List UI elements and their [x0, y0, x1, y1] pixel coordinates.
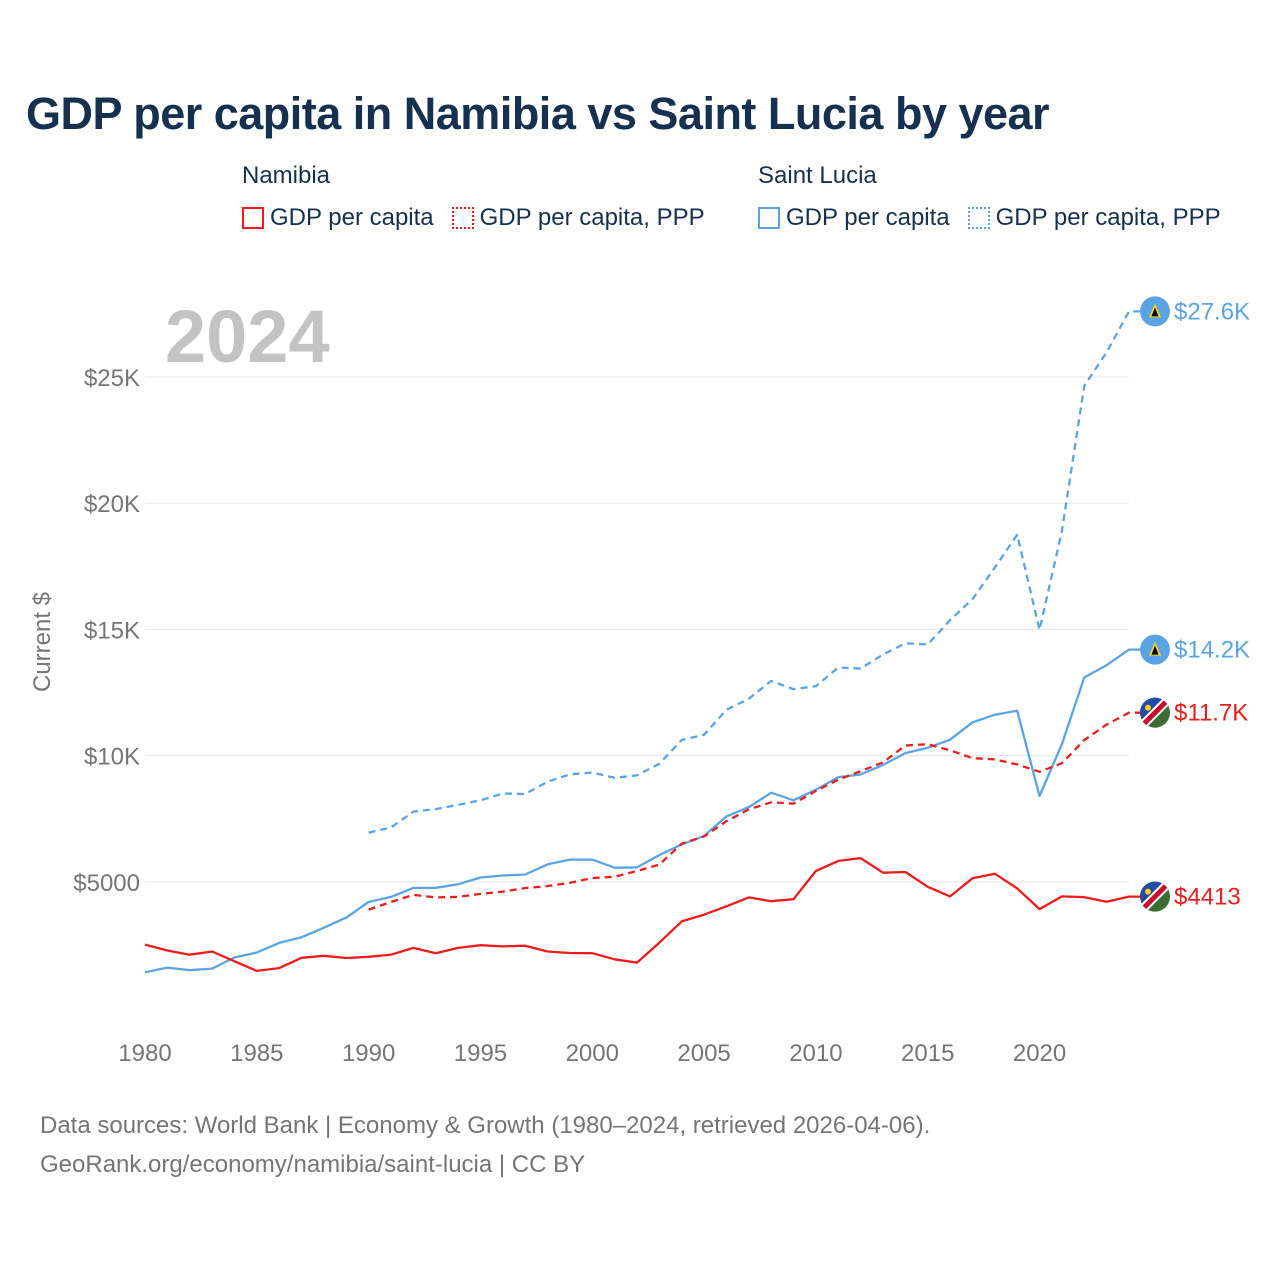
- namibia-flag-sun: [1145, 888, 1151, 895]
- legend-swatch-dotted-blue: [967, 207, 990, 229]
- x-tick-label: 2020: [1013, 1040, 1066, 1067]
- x-tick-label: 1980: [118, 1040, 171, 1067]
- series-layer: [144, 310, 1141, 974]
- x-tick-label: 2015: [901, 1040, 954, 1067]
- x-tick-label: 1985: [230, 1040, 283, 1067]
- y-tick-label: $10K: [84, 744, 140, 771]
- series-line-3: [144, 856, 1141, 973]
- legend-group-namibia: Namibia GDP per capita GDP per capita, P…: [242, 162, 705, 232]
- series-line-2: [368, 711, 1141, 911]
- y-tick-label: $5000: [73, 870, 140, 897]
- x-tick-label: 2010: [789, 1040, 842, 1067]
- legend-label: GDP per capita, PPP: [995, 204, 1221, 231]
- footer: Data sources: World Bank | Economy & Gro…: [40, 1106, 930, 1184]
- y-tick-label: $20K: [84, 491, 140, 518]
- legend-item-saint-lucia-gdp-ppp[interactable]: GDP per capita, PPP: [967, 204, 1221, 232]
- x-tick-label: 1995: [454, 1040, 507, 1067]
- namibia-flag-red-band: [1142, 884, 1168, 909]
- namibia-flag-red-band: [1142, 700, 1168, 726]
- legend-label: GDP per capita: [270, 204, 434, 231]
- legend-country-namibia: Namibia: [242, 162, 331, 189]
- y-tick-label: $15K: [84, 617, 140, 644]
- legend-label: GDP per capita: [786, 204, 950, 231]
- namibia-flag-sun: [1145, 704, 1151, 711]
- line-chart: $5000 $10K $15K $20K $25K 1980 1985 1990 1995 200…: [29, 295, 1250, 1067]
- saint-lucia-flag-triangle-inner: [1151, 307, 1159, 317]
- legend-group-saint-lucia: Saint Lucia GDP per capita GDP per capit…: [758, 162, 1221, 232]
- legend-swatch-solid-red: [242, 207, 264, 229]
- y-axis-label: Current $: [29, 592, 56, 692]
- legend-label: GDP per capita, PPP: [479, 204, 705, 231]
- legend-item-namibia-gdp[interactable]: GDP per capita: [242, 204, 434, 232]
- end-value-label: $4413: [1174, 884, 1241, 911]
- end-value-label: $11.7K: [1174, 700, 1248, 727]
- y-tick-label: $25K: [84, 365, 140, 392]
- end-labels-layer: $27.6K $14.2K $11.7K $4413: [1140, 296, 1250, 912]
- legend-item-saint-lucia-gdp[interactable]: GDP per capita: [758, 204, 950, 232]
- legend-swatch-solid-blue: [758, 207, 780, 229]
- grid-layer: $5000 $10K $15K $20K $25K 1980 1985 1990 1995 200…: [73, 365, 1129, 1067]
- year-watermark: 2024: [165, 295, 330, 378]
- legend-item-namibia-gdp-ppp[interactable]: GDP per capita, PPP: [451, 204, 705, 232]
- footer-attribution[interactable]: GeoRank.org/economy/namibia/saint-lucia …: [40, 1151, 586, 1178]
- legend-swatch-dotted-red: [451, 207, 474, 229]
- x-tick-label: 1990: [342, 1040, 395, 1067]
- chart-title: GDP per capita in Namibia vs Saint Lucia…: [26, 88, 1050, 139]
- legend-country-saint-lucia: Saint Lucia: [758, 162, 877, 189]
- saint-lucia-flag-triangle-inner: [1151, 645, 1159, 655]
- footer-sources: Data sources: World Bank | Economy & Gro…: [40, 1112, 931, 1139]
- series-line-0: [368, 310, 1141, 834]
- end-value-label: $27.6K: [1174, 298, 1250, 325]
- series-line-1: [144, 648, 1141, 974]
- x-tick-label: 2005: [677, 1040, 730, 1067]
- x-tick-label: 2000: [566, 1040, 619, 1067]
- end-value-label: $14.2K: [1174, 637, 1250, 664]
